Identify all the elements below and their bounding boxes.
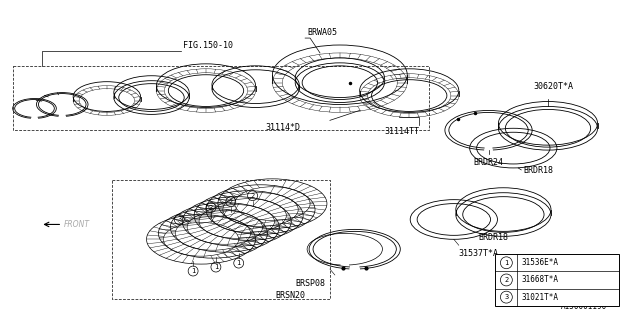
Text: BRDR18: BRDR18 [524, 166, 553, 175]
Text: BRDR18: BRDR18 [479, 233, 509, 242]
Text: 31668T*A: 31668T*A [521, 276, 558, 284]
Text: A150001190: A150001190 [561, 302, 607, 311]
Text: 2: 2 [504, 277, 509, 283]
Text: BRDR24: BRDR24 [474, 158, 504, 167]
Text: 30620T*A: 30620T*A [533, 82, 573, 91]
Text: 1: 1 [191, 268, 195, 274]
Text: BRSP08: BRSP08 [295, 279, 325, 288]
Text: BRSN20: BRSN20 [275, 291, 305, 300]
Text: 3: 3 [504, 294, 509, 300]
Text: 31536E*A: 31536E*A [521, 258, 558, 267]
Bar [495, 254, 620, 306]
Text: 31537T*A: 31537T*A [459, 249, 499, 258]
Text: 1: 1 [237, 260, 241, 266]
Text: 2: 2 [228, 199, 233, 204]
Text: 1: 1 [214, 264, 218, 270]
Text: 2: 2 [250, 193, 255, 199]
Text: 3: 3 [177, 216, 181, 222]
Text: FRONT: FRONT [64, 220, 90, 229]
Text: 31114TT: 31114TT [385, 127, 419, 136]
Text: FIG.150-10: FIG.150-10 [183, 41, 233, 50]
Text: 31021T*A: 31021T*A [521, 292, 558, 302]
Text: 31114*D: 31114*D [266, 123, 300, 132]
Text: BRWA05: BRWA05 [307, 28, 337, 37]
Text: 2: 2 [209, 204, 213, 211]
Text: 1: 1 [504, 260, 509, 266]
